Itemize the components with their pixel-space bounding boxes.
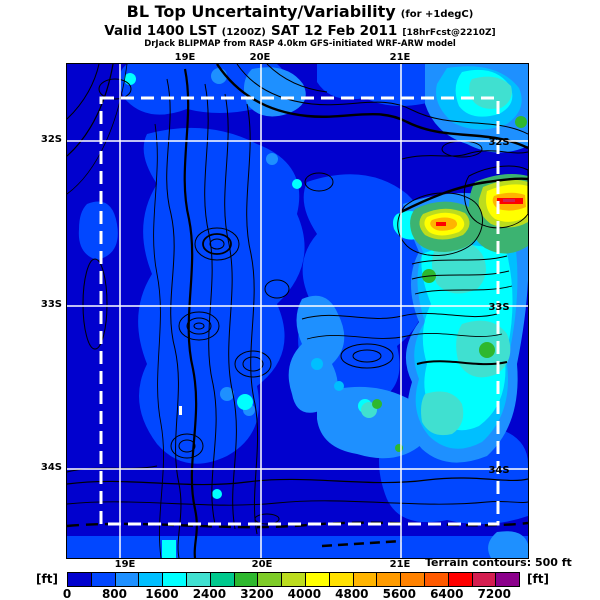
colorbar-tick-label: 3200: [240, 587, 274, 600]
title-qualifier: (for +1degC): [400, 9, 474, 20]
colorbar-segment: [210, 573, 235, 586]
model-credit-line: DrJack BLIPMAP from RASP 4.0km GFS-initi…: [144, 38, 456, 49]
colorbar-tick-label: 1600: [145, 587, 179, 600]
colorbar-segment: [115, 573, 140, 586]
colorbar-segment: [448, 573, 473, 586]
title-main: BL Top Uncertainty/Variability: [126, 2, 396, 21]
valid-time-line: Valid 1400 LST (1200Z) SAT 12 Feb 2011 […: [0, 21, 600, 40]
colorbar-tick-label: 4800: [335, 587, 369, 600]
top-lon-label-21E: 21E: [389, 52, 411, 63]
right-lat-label-34S: 34S: [488, 465, 509, 476]
left-lat-label-32S: 32S: [40, 134, 62, 145]
forecast-info: [18hrFcst@2210Z]: [402, 28, 496, 39]
terrain-contour-note: Terrain contours: 500 ft: [425, 556, 572, 569]
colorbar-segment: [424, 573, 449, 586]
page-title: BL Top Uncertainty/Variability (for +1de…: [0, 2, 600, 21]
map-area: 32S 33S 34S: [66, 63, 529, 559]
hotspot-left: [419, 208, 470, 240]
marker-tick: [179, 406, 182, 415]
colorbar-segment: [91, 573, 116, 586]
colorbar-segments: [67, 572, 520, 587]
bottom-lon-label-20E: 20E: [251, 559, 273, 570]
colorbar-segment: [496, 573, 520, 586]
colorbar-tick-label: 800: [101, 587, 127, 600]
colorbar-tick-label: 7200: [477, 587, 511, 600]
graticule: [67, 64, 528, 558]
colorbar-unit-right: [ft]: [527, 572, 549, 586]
colorbar-segment: [282, 573, 306, 586]
colorbar-segment: [305, 573, 330, 586]
colorbar-segment: [163, 573, 187, 586]
colorbar-unit-left: [ft]: [36, 572, 58, 586]
map-canvas: 32S 33S 34S: [67, 64, 528, 558]
colorbar-segment: [186, 573, 211, 586]
colorbar-segment: [353, 573, 378, 586]
colorbar-segment: [258, 573, 283, 586]
colorbar-segment: [472, 573, 497, 586]
colorbar-segment: [329, 573, 354, 586]
colorbar-tick-label: 6400: [430, 587, 464, 600]
bottom-lon-label-21E: 21E: [389, 559, 411, 570]
top-lon-label-20E: 20E: [249, 52, 271, 63]
left-lat-label-33S: 33S: [40, 299, 62, 310]
bottom-lon-label-19E: 19E: [114, 559, 136, 570]
valid-time-prefix: Valid 1400 LST: [104, 23, 217, 40]
colorbar-tick-label: 4000: [287, 587, 322, 600]
colorbar-segment: [401, 573, 425, 586]
colorbar-ticks: 0 800 1600 2400 3200 4000 4800 5600 6400 7200: [63, 587, 527, 600]
valid-time-utc: (1200Z): [221, 27, 266, 39]
colorbar-segment: [68, 573, 92, 586]
left-lat-label-34S: 34S: [40, 462, 62, 473]
right-lat-labels: 32S 33S 34S: [488, 137, 509, 476]
colorbar-segment: [377, 573, 402, 586]
colorbar-tick-label: 2400: [192, 587, 227, 600]
colorbar-tick-label: 5600: [382, 587, 417, 600]
colorbar-segment: [139, 573, 164, 586]
colorbar-tick-label: 0: [62, 587, 72, 600]
hotspot-right: [478, 179, 528, 228]
domain-boundary: [99, 96, 500, 526]
top-lon-label-19E: 19E: [174, 52, 196, 63]
right-lat-label-32S: 32S: [488, 137, 509, 148]
title-block: BL Top Uncertainty/Variability (for +1de…: [0, 2, 600, 50]
valid-date: SAT 12 Feb 2011: [270, 23, 398, 40]
colorbar-segment: [234, 573, 259, 586]
right-lat-label-33S: 33S: [488, 302, 509, 313]
